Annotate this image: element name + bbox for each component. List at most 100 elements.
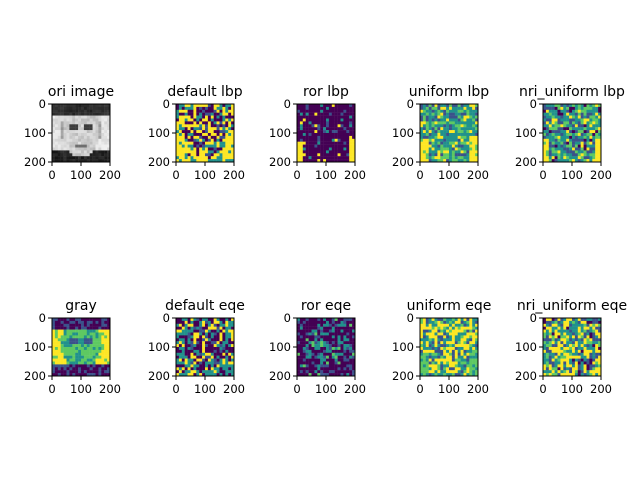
image-cell (178, 320, 182, 324)
image-cell (443, 373, 447, 377)
image-cell (83, 373, 87, 377)
image-cell (219, 364, 223, 368)
image-cell (326, 127, 330, 131)
image-cell (572, 341, 576, 345)
image-cell (431, 127, 435, 131)
image-cell (460, 341, 464, 345)
image-cell (92, 358, 96, 362)
image-cell (181, 338, 185, 342)
image-cell (463, 115, 467, 119)
image-cell (337, 127, 341, 131)
image-cell (545, 150, 549, 154)
image-cell (199, 135, 203, 139)
image-cell (302, 361, 306, 365)
image-cell (449, 320, 453, 324)
image-cell (210, 109, 214, 113)
image-cell (425, 159, 429, 163)
image-cell (572, 338, 576, 342)
image-cell (460, 358, 464, 362)
image-cell (572, 104, 576, 108)
image-cell (328, 358, 332, 362)
image-cell (297, 326, 301, 330)
image-cell (210, 156, 214, 160)
image-cell (420, 318, 424, 322)
image-cell (343, 364, 347, 368)
image-cell (466, 112, 470, 116)
image-cell (572, 133, 576, 137)
image-cell (422, 153, 426, 157)
image-cell (69, 367, 73, 371)
image-cell (86, 115, 90, 119)
image-cell (207, 156, 211, 160)
image-cell (317, 159, 321, 163)
image-cell (598, 347, 602, 351)
image-cell (440, 130, 444, 134)
image-cell (420, 144, 424, 148)
image-cell (560, 130, 564, 134)
image-cell (63, 364, 67, 368)
image-cell (305, 332, 309, 336)
image-cell (305, 352, 309, 356)
image-cell (589, 329, 593, 333)
image-cell (302, 355, 306, 359)
image-cell (210, 127, 214, 131)
image-cell (326, 341, 330, 345)
x-tick-label: 200 (344, 382, 366, 396)
image-cell (595, 338, 599, 342)
image-cell (199, 352, 203, 356)
image-cell (331, 147, 335, 151)
image-cell (431, 320, 435, 324)
image-cell (228, 156, 232, 160)
image-cell (457, 153, 461, 157)
image-cell (305, 159, 309, 163)
image-cell (563, 141, 567, 145)
image-cell (207, 109, 211, 113)
image-cell (420, 156, 424, 160)
image-cell (449, 373, 453, 377)
image-cell (216, 118, 220, 122)
image-cell (563, 335, 567, 339)
image-cell (207, 106, 211, 110)
image-cell (101, 352, 105, 356)
image-cell (210, 344, 214, 348)
image-cell (222, 135, 226, 139)
image-cell (334, 144, 338, 148)
image-cell (437, 133, 441, 137)
image-cell (560, 361, 564, 365)
image-cell (222, 141, 226, 145)
image-cell (346, 109, 350, 113)
image-cell (454, 364, 458, 368)
image-cell (104, 109, 108, 113)
image-cell (352, 326, 356, 330)
image-cell (52, 349, 56, 353)
image-cell (314, 370, 318, 374)
image-cell (463, 326, 467, 330)
image-cell (331, 153, 335, 157)
image-cell (569, 133, 573, 137)
image-cell (428, 112, 432, 116)
y-tick-label: 0 (530, 311, 537, 325)
image-cell (205, 147, 209, 151)
image-cell (580, 144, 584, 148)
image-cell (328, 370, 332, 374)
image-cell (583, 318, 587, 322)
image-cell (184, 104, 188, 108)
image-cell (349, 370, 353, 374)
image-cell (346, 133, 350, 137)
image-cell (577, 159, 581, 163)
image-cell (95, 159, 99, 163)
image-cell (543, 335, 547, 339)
image-cell (101, 130, 105, 134)
image-cell (569, 318, 573, 322)
image-cell (222, 150, 226, 154)
image-cell (78, 349, 82, 353)
image-cell (320, 347, 324, 351)
image-cell (598, 358, 602, 362)
image-cell (557, 341, 561, 345)
image-cell (305, 147, 309, 151)
image-cell (583, 335, 587, 339)
image-cell (86, 341, 90, 345)
image-cell (572, 370, 576, 374)
image-cell (75, 320, 79, 324)
image-cell (213, 127, 217, 131)
